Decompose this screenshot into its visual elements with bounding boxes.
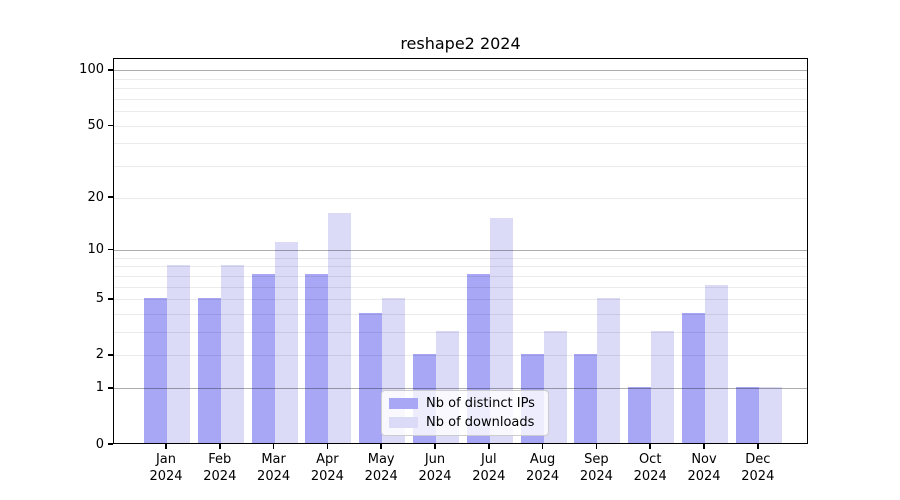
gridline-minor-60 — [114, 111, 807, 113]
y-axis-tick — [108, 443, 113, 445]
y-axis-tick-label: 1 — [95, 380, 104, 396]
gridline-minor-4 — [114, 314, 807, 316]
gridline-minor-40 — [114, 143, 807, 145]
x-axis-tick — [595, 444, 598, 449]
y-axis-tick-label: 2 — [95, 347, 104, 363]
x-axis-tick-label: Mar 2024 — [257, 452, 291, 484]
gridline-minor-50 — [114, 125, 807, 127]
bar-distinct-ips-nov — [682, 312, 705, 443]
bar-distinct-ips-mar — [251, 274, 275, 443]
gridline-minor-5 — [114, 299, 807, 301]
bar-distinct-ips-oct — [628, 386, 652, 443]
bar-downloads-dec — [758, 386, 782, 443]
legend-entry-downloads: Nb of downloads — [389, 415, 540, 430]
y-axis-tick-label: 10 — [87, 242, 104, 258]
bar-downloads-apr — [328, 213, 352, 443]
y-axis-tick-label: 0 — [95, 436, 104, 452]
gridline-minor-30 — [114, 166, 807, 168]
x-axis-tick — [272, 444, 275, 449]
x-axis-tick — [488, 444, 490, 449]
y-axis-tick — [108, 387, 113, 389]
x-axis-tick-label: Sep 2024 — [579, 452, 613, 484]
x-axis-tick-label: Feb 2024 — [203, 452, 237, 484]
chart-title: reshape2 2024 — [400, 34, 521, 53]
y-axis-tick — [108, 298, 113, 300]
y-axis-tick-label: 50 — [87, 117, 104, 133]
x-axis-tick — [757, 444, 759, 449]
y-axis-tick-label: 100 — [79, 62, 104, 78]
x-axis-tick — [380, 444, 382, 449]
legend-entry-distinct-ips: Nb of distinct IPs — [389, 396, 540, 411]
x-axis-tick — [219, 444, 221, 449]
x-axis-tick-label: May 2024 — [364, 452, 398, 484]
x-axis-tick-label: Jul 2024 — [472, 452, 506, 484]
gridline-minor-6 — [114, 286, 807, 288]
bar-distinct-ips-may — [359, 312, 383, 443]
y-axis-tick — [108, 196, 113, 198]
bar-downloads-jan — [167, 264, 190, 443]
bar-downloads-feb — [220, 264, 244, 443]
gridline-minor-70 — [114, 98, 807, 100]
x-axis-tick-label: Jun 2024 — [418, 452, 452, 484]
gridline-minor-80 — [114, 88, 807, 90]
legend-label-distinct-ips: Nb of distinct IPs — [426, 396, 535, 411]
x-axis-tick — [165, 444, 167, 449]
x-axis-tick — [326, 444, 329, 449]
gridline-major-100 — [114, 70, 807, 72]
gridline-minor-7 — [114, 275, 807, 277]
legend-swatch-downloads-icon — [389, 417, 418, 428]
plot-area: Nb of distinct IPs Nb of downloads — [113, 58, 808, 444]
bar-distinct-ips-sep — [574, 353, 598, 443]
gridline-minor-3 — [114, 332, 807, 334]
gridline-minor-8 — [114, 266, 807, 268]
x-axis-tick-label: Nov 2024 — [687, 452, 721, 484]
legend: Nb of distinct IPs Nb of downloads — [381, 390, 549, 436]
gridline-minor-2 — [114, 355, 807, 357]
gridline-minor-90 — [114, 78, 807, 80]
bar-downloads-jul — [489, 218, 513, 443]
x-axis-tick — [541, 444, 544, 449]
bar-downloads-nov — [705, 285, 728, 443]
gridline-major-1 — [114, 388, 807, 390]
x-axis-tick-label: Aug 2024 — [526, 452, 560, 484]
gridline-major-10 — [114, 250, 807, 252]
x-axis-tick — [434, 444, 436, 449]
y-axis-tick — [108, 248, 113, 251]
y-axis-tick-label: 20 — [87, 189, 104, 205]
x-axis-tick — [703, 444, 705, 449]
bar-downloads-mar — [274, 241, 298, 443]
bar-distinct-ips-dec — [735, 386, 759, 443]
y-axis-tick — [108, 69, 113, 71]
y-axis-tick — [108, 354, 113, 356]
bar-downloads-oct — [651, 330, 675, 443]
gridline-minor-20 — [114, 197, 807, 199]
bar-downloads-sep — [597, 297, 621, 443]
y-axis-tick — [108, 124, 113, 127]
legend-swatch-distinct-ips-icon — [389, 398, 418, 409]
x-axis-tick-label: Oct 2024 — [633, 452, 667, 484]
y-axis-tick-label: 5 — [95, 291, 104, 307]
bar-downloads-aug — [543, 330, 567, 443]
gridline-minor-9 — [114, 257, 807, 259]
x-axis-tick-label: Apr 2024 — [310, 452, 344, 484]
bar-distinct-ips-apr — [305, 274, 329, 443]
legend-label-downloads: Nb of downloads — [426, 415, 535, 430]
x-axis-tick — [649, 444, 651, 449]
x-axis-tick-label: Dec 2024 — [741, 452, 775, 484]
bar-distinct-ips-feb — [197, 297, 221, 443]
bar-distinct-ips-jan — [144, 297, 167, 443]
x-axis-tick-label: Jan 2024 — [149, 452, 183, 484]
